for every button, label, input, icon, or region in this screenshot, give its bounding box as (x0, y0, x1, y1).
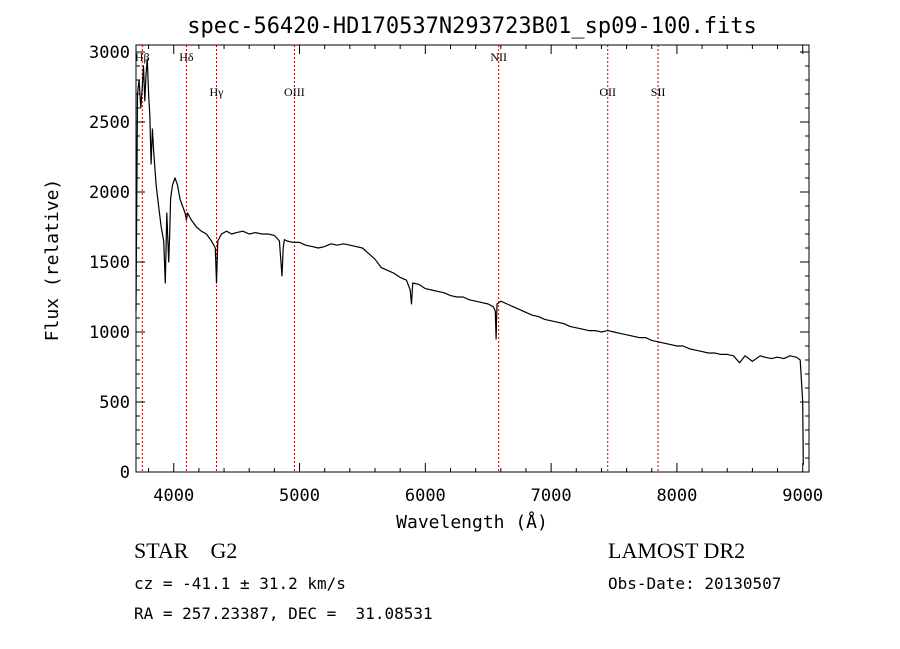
x-tick-label-5000: 5000 (279, 486, 320, 506)
marker-label-6: SII (651, 85, 666, 99)
object-type: STAR G2 (134, 538, 238, 563)
chart-title: spec-56420-HD170537N293723B01_sp09-100.f… (187, 14, 757, 39)
y-axis: 0 500 1000 1500 2000 2500 3000 (89, 43, 809, 483)
marker-label-3: OIII (284, 85, 305, 99)
x-tick-label-6000: 6000 (405, 486, 446, 506)
y-axis-label: Flux (relative) (42, 179, 63, 342)
y-tick-label-3000: 3000 (89, 43, 130, 63)
plot-frame (135, 44, 810, 473)
x-axis-label: Wavelength (Å) (396, 511, 548, 533)
spectral-line-markers: Hβ Hδ Hγ OIII NII OII SII (135, 45, 665, 472)
spectrum-line-0 (135, 58, 804, 466)
y-tick-label-2000: 2000 (89, 183, 130, 203)
coordinates-readout: RA = 257.23387, DEC = 31.08531 (134, 604, 433, 623)
x-axis: 4000 5000 6000 7000 8000 9000 (148, 45, 823, 506)
marker-label-2: Hγ (210, 85, 225, 99)
y-tick-label-2500: 2500 (89, 113, 130, 133)
obs-date: Obs-Date: 20130507 (608, 574, 782, 593)
x-tick-label-4000: 4000 (153, 486, 194, 506)
y-tick-label-500: 500 (99, 393, 130, 413)
marker-label-0: Hβ (135, 50, 150, 64)
survey-name: LAMOST DR2 (608, 538, 746, 563)
x-tick-label-9000: 9000 (782, 486, 823, 506)
spectrum-series (135, 58, 804, 466)
marker-label-5: OII (599, 85, 616, 99)
y-tick-label-0: 0 (120, 463, 130, 483)
marker-label-1: Hδ (179, 50, 194, 64)
y-tick-label-1000: 1000 (89, 323, 130, 343)
x-tick-label-7000: 7000 (531, 486, 572, 506)
x-tick-label-8000: 8000 (656, 486, 697, 506)
marker-label-4: NII (490, 50, 507, 64)
redshift-readout: cz = -41.1 ± 31.2 km/s (134, 574, 346, 593)
y-tick-label-1500: 1500 (89, 253, 130, 273)
